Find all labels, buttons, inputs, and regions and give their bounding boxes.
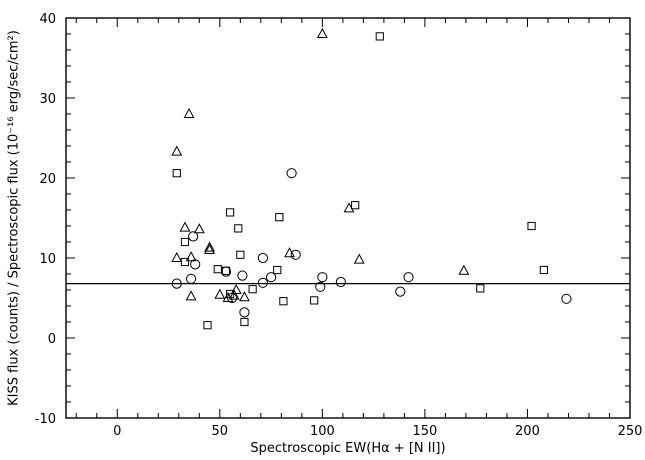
triangle-point xyxy=(185,251,197,262)
circle-point xyxy=(239,307,250,318)
x-tick-label: 100 xyxy=(310,424,335,439)
square-point xyxy=(234,224,243,233)
circle-point xyxy=(257,252,268,264)
circle-point xyxy=(220,266,232,277)
circle-point xyxy=(171,278,182,289)
y-tick-label: 0 xyxy=(48,332,56,347)
y-tick-label: -10 xyxy=(35,412,56,427)
x-tick-label: 50 xyxy=(212,424,229,439)
x-tick-label: 200 xyxy=(515,424,540,439)
triangle-point xyxy=(238,291,250,302)
triangle-point xyxy=(193,223,205,234)
data-points xyxy=(171,27,572,330)
y-axis-label: KISS flux (counts) / Spectroscopic flux … xyxy=(7,30,22,406)
triangle-point xyxy=(171,145,183,156)
square-point xyxy=(539,265,548,275)
y-tick-label: 10 xyxy=(39,252,56,267)
square-point xyxy=(248,285,257,294)
circle-point xyxy=(335,276,346,288)
triangle-point xyxy=(316,27,328,38)
square-point xyxy=(213,265,222,274)
square-point xyxy=(180,257,190,267)
square-point xyxy=(172,169,181,178)
square-point xyxy=(310,296,319,305)
x-axis-ticks: 0 50 100 150 200 250 xyxy=(75,18,643,439)
triangle-point xyxy=(179,221,191,232)
circle-point xyxy=(395,286,406,297)
triangle-point xyxy=(183,107,195,118)
square-point xyxy=(275,213,284,222)
y-tick-label: 40 xyxy=(39,12,56,27)
y-axis-ticks: -10 0 10 20 30 40 xyxy=(35,12,630,427)
triangle-point xyxy=(204,243,216,254)
square-point xyxy=(203,321,212,330)
circle-point xyxy=(317,272,328,283)
square-point xyxy=(476,284,485,293)
square-point xyxy=(240,317,249,327)
x-axis-label: Spectroscopic EW(Hα + [N II]) xyxy=(250,441,445,456)
circle-point xyxy=(227,292,238,304)
triangle-point xyxy=(228,289,240,300)
triangle-point xyxy=(284,247,295,258)
circle-point xyxy=(237,270,248,281)
circle-point xyxy=(561,293,572,304)
square-point xyxy=(180,237,190,247)
y-tick-label: 20 xyxy=(39,172,56,187)
x-tick-label: 0 xyxy=(113,424,121,439)
square-point xyxy=(527,221,536,231)
square-point xyxy=(225,208,235,217)
circle-point xyxy=(190,259,201,270)
circle-point xyxy=(257,277,268,288)
x-tick-label: 250 xyxy=(618,424,643,439)
square-point xyxy=(236,250,245,259)
square-point xyxy=(375,32,384,41)
circle-point xyxy=(188,231,199,242)
triangle-point xyxy=(230,283,242,294)
triangle-point xyxy=(343,202,355,213)
y-tick-label: 30 xyxy=(39,92,56,107)
triangle-point xyxy=(353,253,365,264)
circle-point xyxy=(286,168,297,179)
triangle-point xyxy=(214,288,226,299)
circle-point xyxy=(315,281,326,292)
square-point xyxy=(351,201,360,210)
triangle-point xyxy=(171,251,183,262)
circle-point xyxy=(186,273,197,284)
square-point xyxy=(273,265,282,275)
triangle-point xyxy=(185,290,197,301)
circle-point xyxy=(403,272,414,283)
square-point xyxy=(279,297,288,306)
circle-point xyxy=(265,272,277,283)
plot-frame xyxy=(65,17,631,419)
triangle-point xyxy=(204,241,216,252)
x-tick-label: 150 xyxy=(412,424,437,439)
circle-point xyxy=(290,249,301,260)
triangle-point xyxy=(458,264,470,275)
